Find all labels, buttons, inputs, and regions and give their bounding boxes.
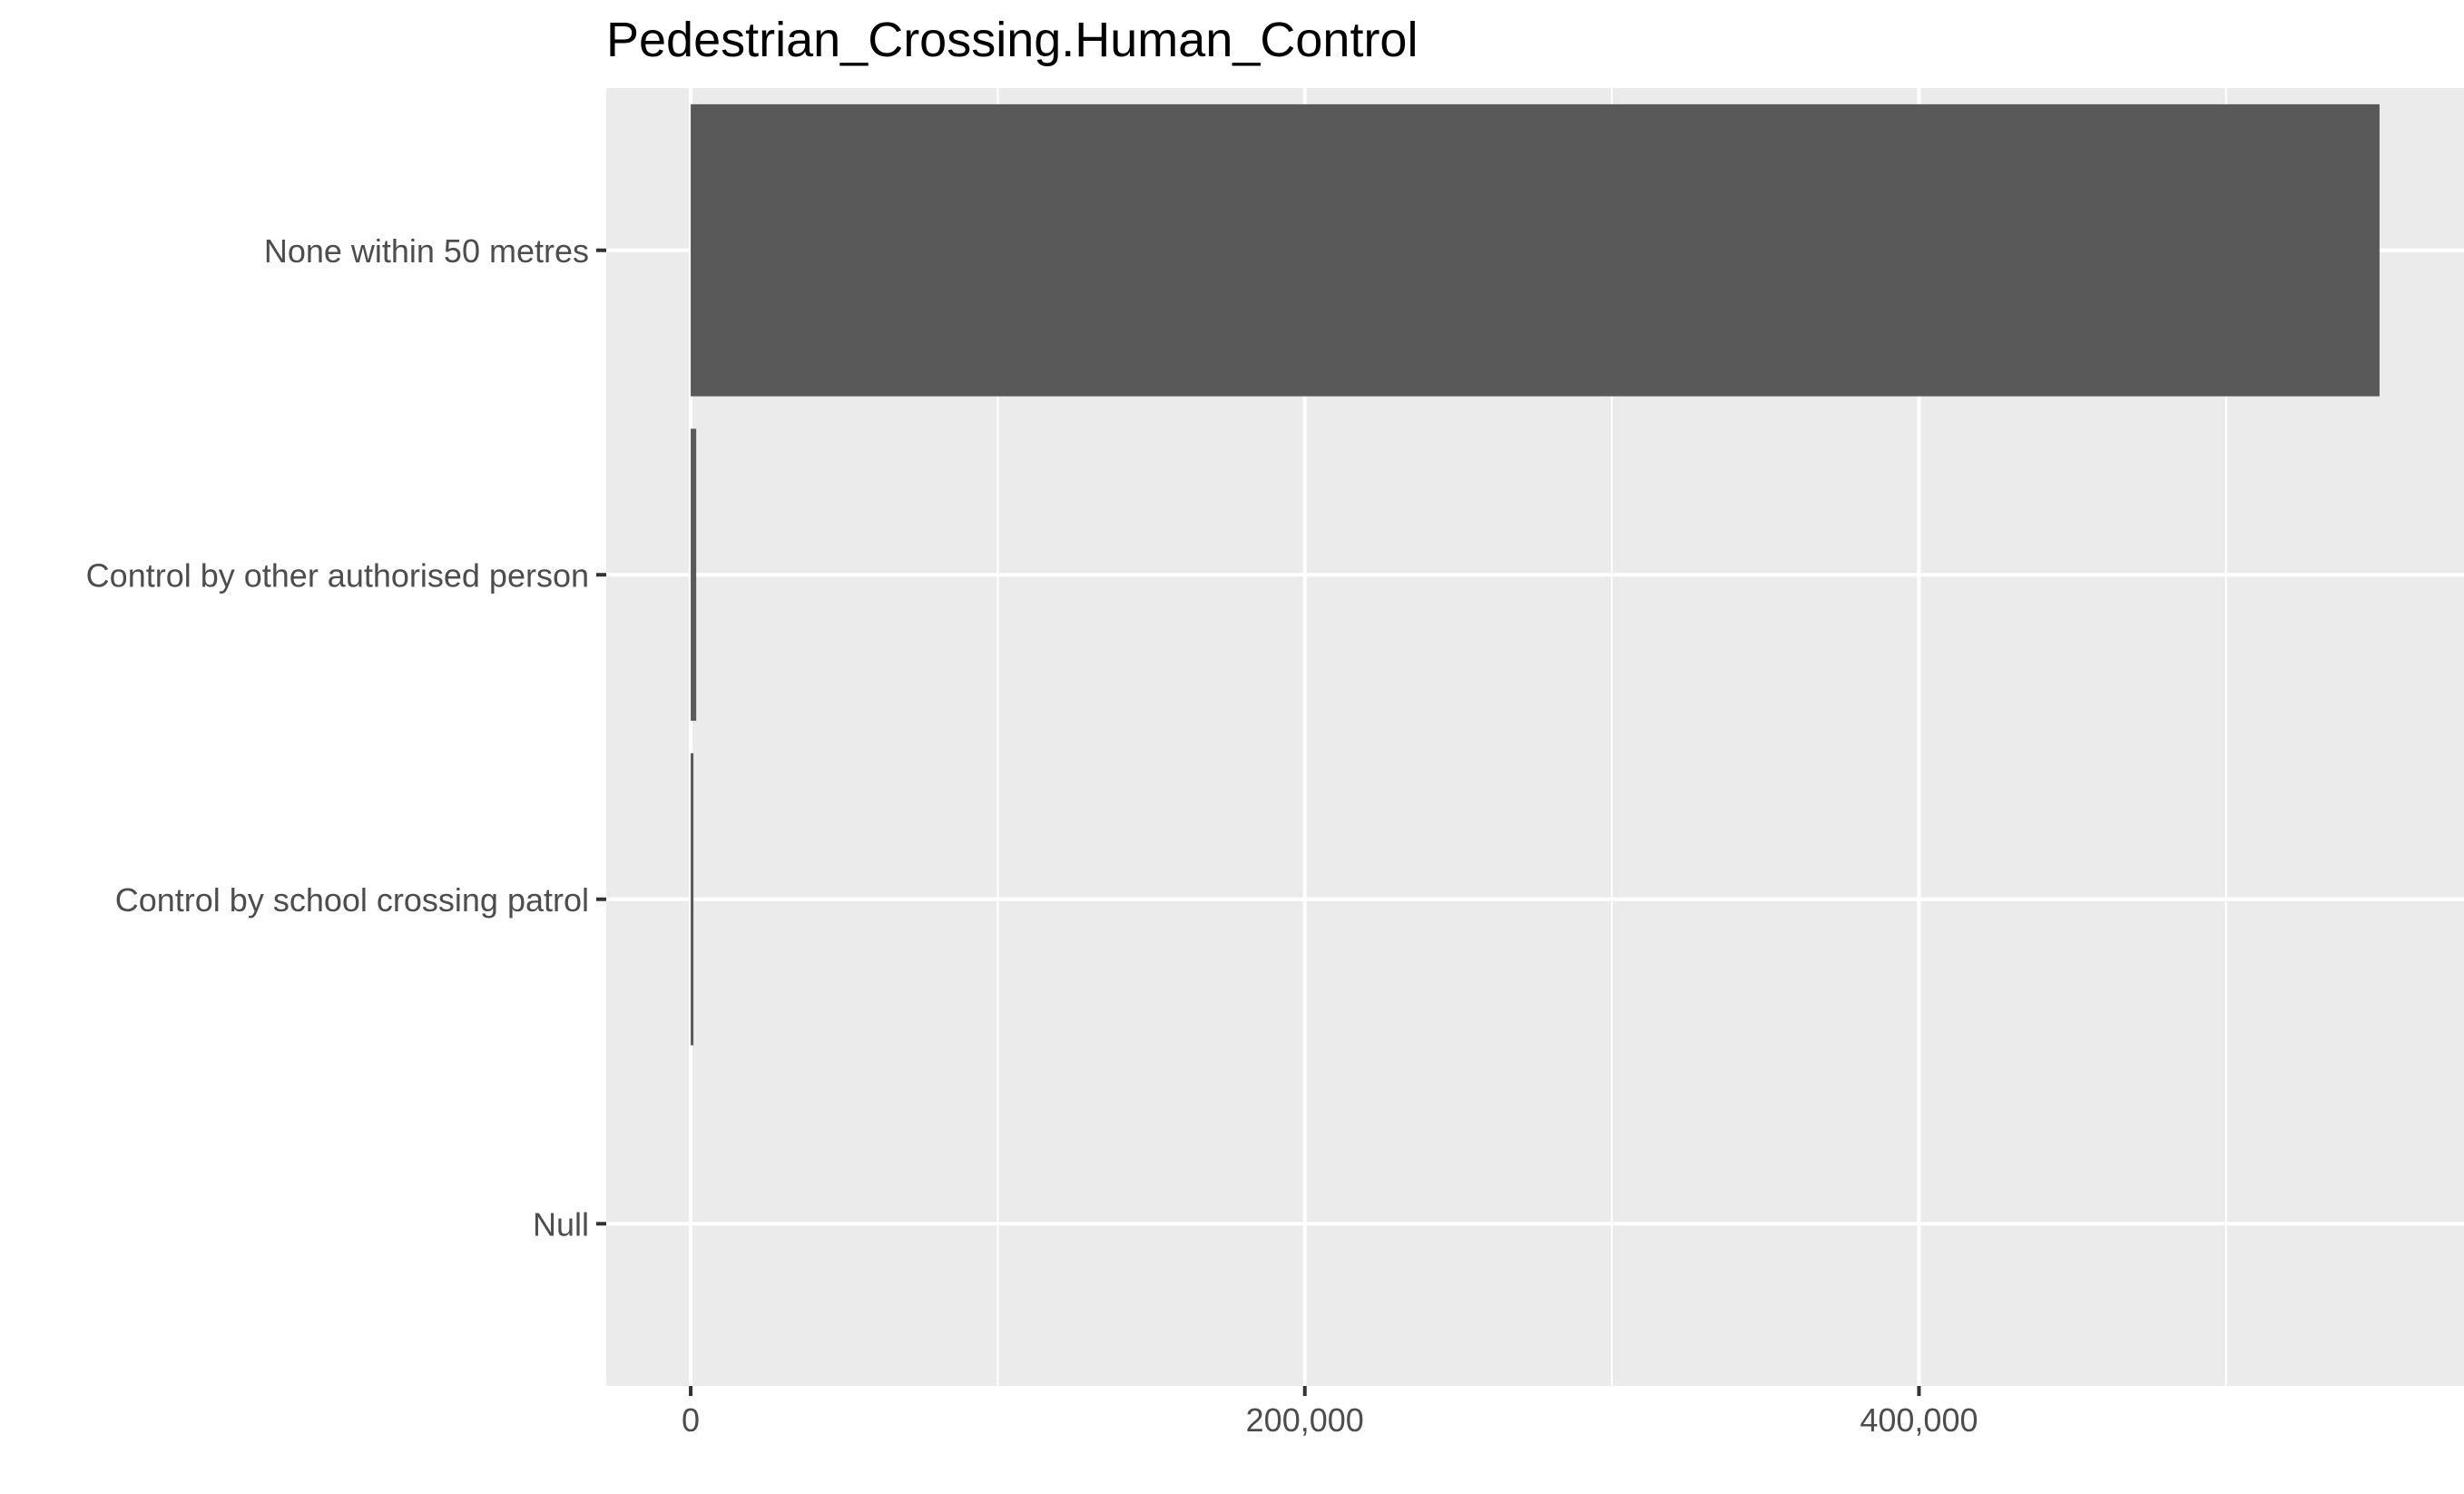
x-tick-label: 200,000 — [1246, 1401, 1364, 1439]
x-tick-label: 400,000 — [1860, 1401, 1978, 1439]
bar-control-by-school-crossing-patrol — [691, 752, 694, 1046]
bars — [691, 103, 2380, 1046]
bar-control-by-other-authorised-person — [691, 428, 697, 722]
x-tick-label: 0 — [682, 1401, 700, 1439]
y-tick-label: None within 50 metres — [264, 232, 589, 270]
bar-none-within-50-metres — [691, 103, 2380, 397]
y-tick-label: Control by other authorised person — [86, 556, 589, 594]
y-tick-label: Control by school crossing patrol — [115, 881, 589, 919]
axes: None within 50 metres Control by other au… — [86, 232, 1978, 1439]
y-tick-label: Null — [533, 1205, 589, 1243]
chart-title: Pedestrian_Crossing.Human_Control — [606, 13, 1418, 67]
